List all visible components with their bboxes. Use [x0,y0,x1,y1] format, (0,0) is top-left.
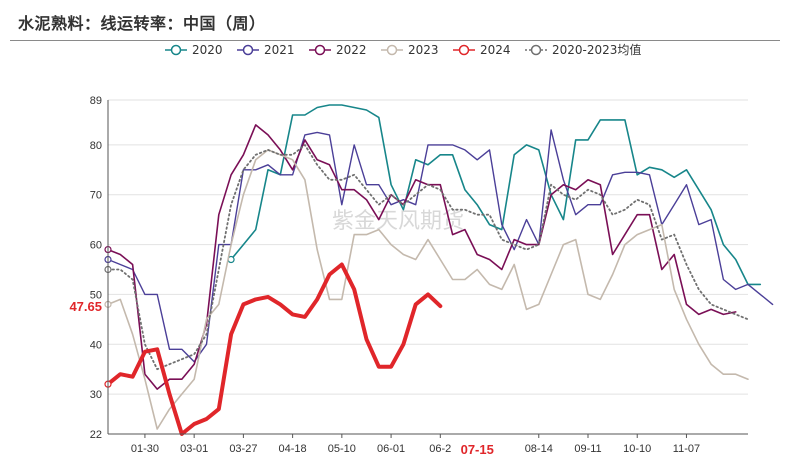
y-tick-label: 30 [90,389,102,401]
y-tick-label: 22 [90,429,102,441]
x-tick-label: 11-07 [673,443,700,455]
x-tick-label: 08-14 [525,443,553,455]
x-tick-label: 01-30 [131,443,159,455]
series-line-2020-2023 [107,143,749,371]
x-tick-label: 09-11 [574,443,601,455]
legend-label: 2020 [192,43,223,57]
legend-label: 2023 [408,43,439,57]
legend-swatch-marker [386,44,398,56]
y-tick-label: 40 [90,339,102,351]
chart-title: 水泥熟料：线运转率：中国（周） [18,14,266,33]
legend-label: 2024 [480,43,511,57]
legend-swatch-marker [242,44,254,56]
legend-label: 2021 [264,43,295,57]
legend-item-2021[interactable]: 2021 [237,43,295,57]
legend-swatch-marker [170,44,182,56]
last-date-label: 07-15 [461,442,494,457]
x-tick-label: 06-2 [429,443,451,455]
grid-lines [108,99,748,435]
series-line-2022 [107,124,737,390]
series-line-2023 [107,149,749,430]
watermark: 紫金天风期货 [332,209,464,234]
y-tick-label: 60 [90,240,102,252]
legend-item-2020[interactable]: 2020 [165,43,223,57]
series-line-2024 [106,262,443,436]
legend: 2020 2021 2022 2023 2024 2020-2023均值 [165,42,641,57]
x-tick-label: 03-01 [180,443,208,455]
series-group [104,104,774,436]
y-tick-label: 50 [90,289,102,301]
legend-swatch-marker [314,44,326,56]
axes: 22 30 40 50 60 70 80 89 01-30 03-01 03-27 04-18 05-1… [90,95,748,455]
x-tick-label: 10-10 [623,443,651,455]
legend-item-2022[interactable]: 2022 [309,43,367,57]
y-tick-label: 70 [90,190,102,202]
x-tick-label: 05-10 [328,443,356,455]
legend-label: 2020-2023均值 [552,42,641,57]
y-tick-label: 80 [90,140,102,152]
callouts: 47.65 07-15 [69,299,493,457]
legend-item-2020-2023[interactable]: 2020-2023均值 [525,42,641,57]
x-tick-label: 03-27 [229,443,257,455]
x-tick-label: 04-18 [279,443,307,455]
x-tick-label: 06-01 [377,443,405,455]
legend-swatch-marker [458,44,470,56]
legend-item-2023[interactable]: 2023 [381,43,439,57]
legend-swatch-marker [530,44,542,56]
last-value-label: 47.65 [69,299,102,314]
series-line-2020 [230,104,762,286]
legend-item-2024[interactable]: 2024 [453,43,511,57]
y-tick-label: 89 [90,95,102,107]
title-divider [10,40,780,41]
legend-label: 2022 [336,43,367,57]
